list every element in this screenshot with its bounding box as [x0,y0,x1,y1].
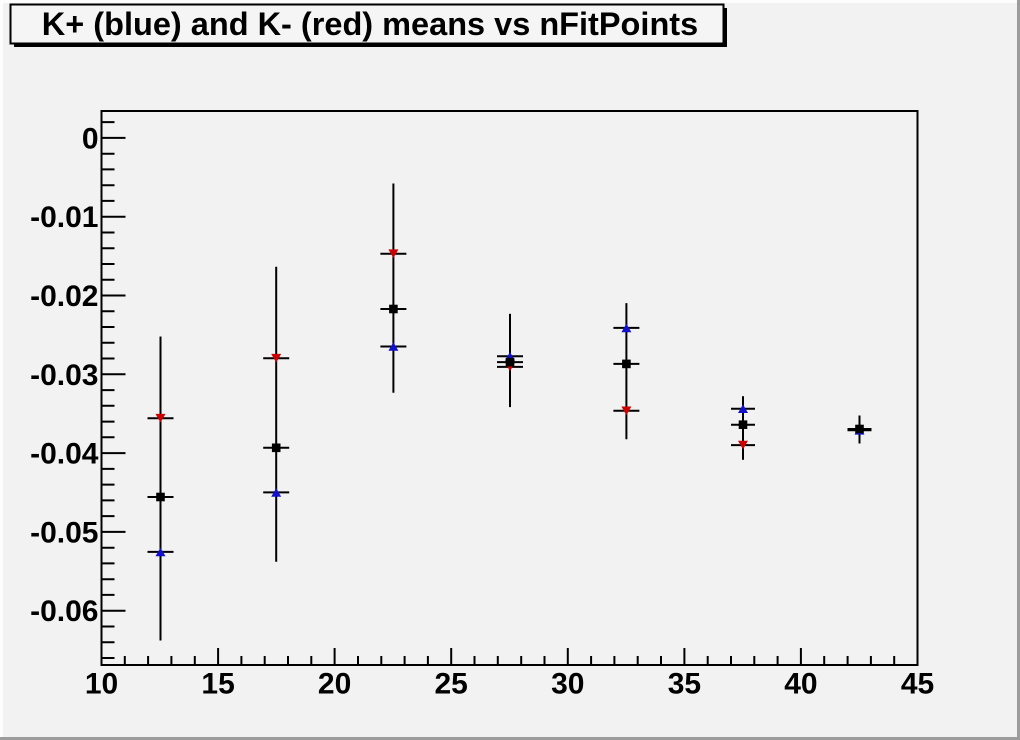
svg-text:30: 30 [551,668,584,701]
svg-text:20: 20 [318,668,351,701]
svg-text:15: 15 [201,668,234,701]
svg-text:-0.06: -0.06 [30,595,98,628]
svg-text:-0.03: -0.03 [30,359,98,392]
svg-text:40: 40 [784,668,817,701]
svg-text:K+ (blue) and K- (red) means v: K+ (blue) and K- (red) means vs nFitPoin… [42,6,698,42]
svg-text:-0.05: -0.05 [30,516,98,549]
svg-text:0: 0 [82,122,99,155]
svg-text:45: 45 [901,668,934,701]
svg-text:-0.01: -0.01 [30,201,98,234]
svg-text:-0.04: -0.04 [30,438,99,471]
svg-text:10: 10 [85,668,118,701]
svg-text:35: 35 [668,668,701,701]
svg-text:-0.02: -0.02 [30,280,98,313]
svg-text:25: 25 [435,668,468,701]
